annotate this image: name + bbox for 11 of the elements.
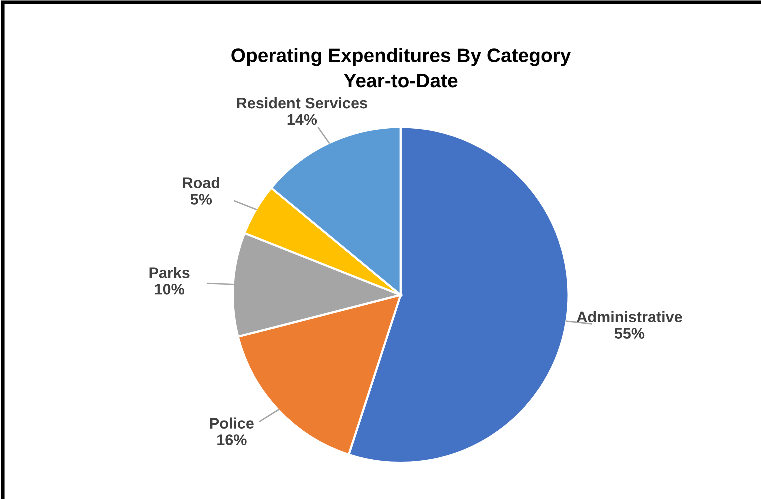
data-label: 14%	[288, 114, 318, 126]
slice-label: Parks	[150, 267, 190, 278]
data-label: 10%	[155, 284, 184, 295]
data-label: 16%	[218, 434, 247, 446]
data-label: 5%	[190, 194, 212, 205]
slice-label: Administrative	[577, 311, 682, 323]
slice-label: Resident Services	[237, 97, 368, 109]
slice-label: Road	[183, 177, 220, 188]
slice-label: Police	[210, 418, 254, 429]
chart-title: Operating Expenditures By Category Year-to-Date	[232, 48, 572, 88]
data-label: 55%	[614, 328, 645, 340]
